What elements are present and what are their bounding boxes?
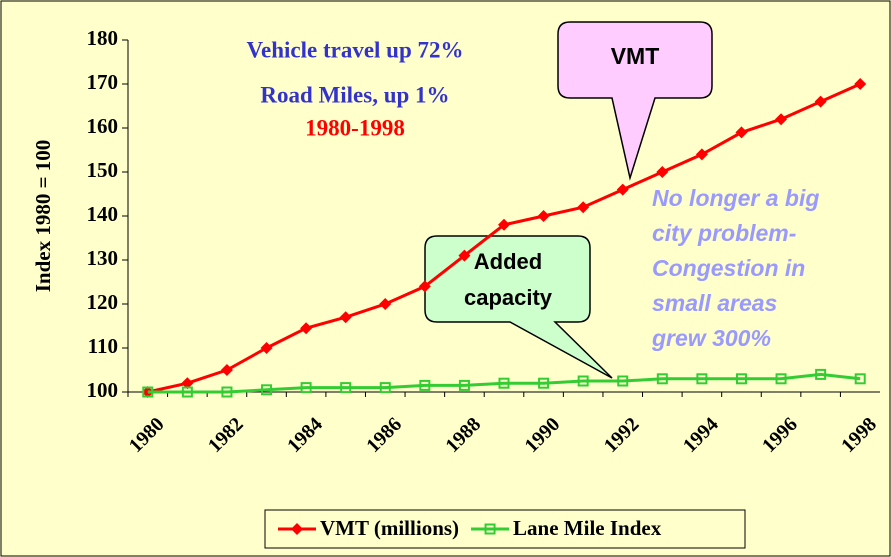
marker: [458, 379, 470, 391]
marker: [775, 113, 788, 126]
marker: [458, 249, 471, 262]
marker: [181, 377, 194, 390]
headline: 1980-1998: [305, 115, 405, 140]
marker: [484, 523, 496, 535]
y-tick-label: 120: [87, 290, 119, 314]
y-tick-label: 130: [87, 246, 119, 270]
note: No longer a big: [652, 185, 819, 211]
series-line: [147, 372, 861, 394]
callout-text: capacity: [464, 285, 553, 310]
note: Congestion in: [652, 255, 805, 281]
marker: [340, 382, 352, 394]
marker: [300, 382, 312, 394]
marker: [735, 126, 748, 139]
marker: [695, 148, 708, 161]
marker: [616, 183, 629, 196]
marker: [498, 377, 510, 389]
note: grew 300%: [651, 325, 771, 351]
headline: Vehicle travel up 72%: [247, 37, 464, 62]
marker: [854, 373, 866, 385]
marker: [577, 201, 590, 214]
marker: [181, 386, 193, 398]
marker: [379, 382, 391, 394]
annotations: Vehicle travel up 72% Road Miles, up 1% …: [247, 37, 464, 140]
marker: [379, 298, 392, 310]
y-tick-label: 140: [87, 202, 119, 226]
y-tick-label: 180: [87, 26, 119, 50]
callout: [424, 235, 613, 379]
marker: [221, 386, 233, 398]
marker: [735, 373, 747, 385]
marker: [775, 373, 787, 385]
y-axis-label: Index 1980 = 100: [31, 140, 55, 293]
marker: [339, 311, 352, 324]
marker: [577, 375, 589, 387]
marker: [142, 386, 154, 398]
marker: [696, 373, 708, 385]
y-tick-label: 110: [88, 334, 118, 358]
y-tick-label: 160: [87, 114, 119, 138]
legend-label: Lane Mile Index: [513, 516, 662, 540]
marker: [220, 364, 233, 376]
marker: [498, 218, 510, 231]
marker: [538, 377, 550, 389]
legend-label: VMT (millions): [320, 516, 459, 540]
marker: [854, 78, 867, 90]
marker: [814, 95, 827, 108]
y-tick-label: 170: [87, 70, 119, 94]
callout-text: VMT: [611, 43, 660, 69]
marker: [260, 342, 273, 354]
marker: [617, 375, 629, 387]
marker: [418, 280, 431, 293]
callout-text: Added: [474, 249, 542, 274]
callout: [557, 21, 713, 181]
marker: [656, 166, 669, 178]
marker: [300, 322, 313, 335]
marker: [261, 384, 273, 396]
marker: [815, 368, 827, 380]
note: city problem-: [652, 220, 796, 246]
headline: Road Miles, up 1%: [260, 82, 449, 107]
marker: [537, 210, 550, 222]
marker: [656, 373, 668, 385]
marker: [291, 523, 303, 535]
y-tick-label: 100: [87, 378, 119, 402]
marker: [419, 379, 431, 391]
y-tick-label: 150: [87, 158, 119, 182]
note: small areas: [652, 290, 777, 316]
